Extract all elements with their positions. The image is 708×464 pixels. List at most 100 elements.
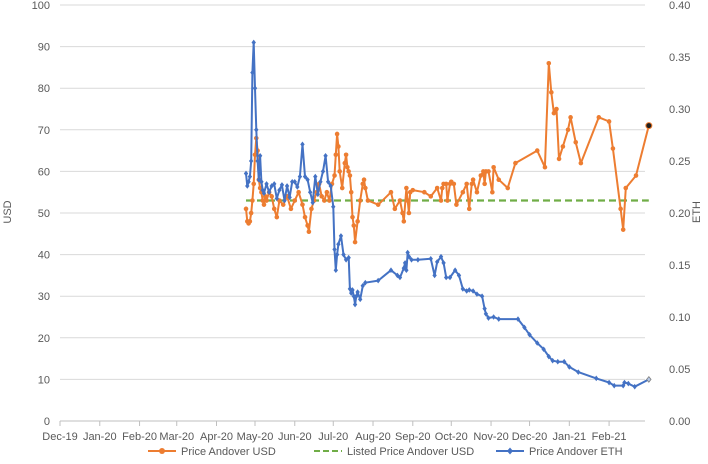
data-point	[397, 198, 403, 203]
y-tick-label: 20	[38, 333, 50, 345]
y-tick-label: 80	[38, 83, 50, 95]
data-point	[623, 185, 629, 191]
y2-tick-label: 0.10	[669, 312, 690, 324]
data-point	[309, 206, 314, 212]
data-point	[632, 383, 637, 390]
legend-label: Price Andover USD	[181, 446, 276, 458]
left-axis-title: USD	[2, 200, 14, 223]
data-point	[626, 380, 631, 387]
data-point	[334, 251, 340, 258]
legend-marker	[159, 448, 165, 454]
data-point	[505, 185, 511, 191]
data-point	[402, 260, 408, 266]
x-tick-label: Jul-20	[318, 431, 348, 443]
data-point	[428, 255, 433, 262]
y2-tick-label: 0.25	[669, 156, 690, 168]
data-point	[464, 181, 469, 187]
data-point	[246, 179, 251, 185]
data-point	[401, 219, 407, 224]
data-point	[290, 179, 295, 185]
data-point	[478, 173, 484, 178]
legend-item: Price Andover USD	[148, 446, 276, 458]
data-point	[397, 274, 403, 281]
data-point	[479, 293, 485, 299]
data-point	[292, 198, 298, 203]
data-point	[331, 203, 336, 210]
data-point	[296, 189, 301, 195]
data-point	[351, 293, 356, 299]
data-point	[346, 254, 351, 261]
data-point	[456, 272, 462, 279]
data-point	[576, 369, 581, 375]
data-point	[327, 198, 332, 203]
data-point	[248, 210, 254, 216]
data-point	[345, 164, 350, 170]
x-tick-label: Jun-20	[278, 431, 312, 443]
data-point	[323, 153, 328, 159]
data-point	[496, 316, 501, 322]
data-point	[551, 110, 557, 116]
data-point	[350, 287, 355, 293]
data-point	[438, 253, 444, 260]
data-point	[306, 229, 312, 235]
y2-tick-label: 0.00	[669, 416, 690, 428]
data-point	[247, 219, 253, 224]
data-point	[388, 267, 394, 273]
data-point	[297, 173, 303, 180]
data-point	[254, 127, 259, 133]
series-line	[245, 62, 650, 244]
x-tick-label: Aug-20	[355, 431, 390, 443]
data-point	[646, 375, 652, 383]
data-point	[255, 158, 260, 164]
data-point	[466, 206, 472, 212]
data-point	[434, 185, 440, 191]
data-point	[251, 39, 256, 46]
y2-tick-label: 0.35	[669, 52, 690, 64]
data-point	[365, 198, 371, 203]
data-point	[243, 206, 249, 212]
data-point	[541, 346, 546, 353]
y2-tick-label: 0.20	[669, 208, 690, 220]
data-point	[434, 259, 440, 265]
series-layer	[243, 39, 653, 390]
data-point	[336, 241, 341, 247]
data-point	[324, 189, 330, 195]
data-point	[360, 181, 366, 187]
y-tick-label: 40	[38, 250, 50, 262]
data-point	[338, 233, 344, 239]
data-point	[415, 257, 421, 263]
data-point	[334, 131, 340, 137]
y-tick-label: 70	[38, 125, 50, 137]
data-point	[352, 239, 358, 245]
x-tick-label: Sep-20	[395, 431, 430, 443]
data-point	[406, 253, 412, 260]
data-point	[392, 206, 398, 212]
data-point	[470, 288, 476, 294]
data-point	[341, 251, 346, 258]
data-point	[409, 257, 414, 263]
data-point	[315, 191, 321, 198]
data-point	[560, 144, 566, 149]
data-point	[565, 127, 571, 133]
data-point	[567, 364, 572, 370]
data-point	[578, 160, 584, 166]
data-point	[496, 177, 502, 183]
data-point	[295, 184, 300, 190]
data-point	[354, 293, 359, 299]
data-point	[259, 179, 264, 185]
data-point	[280, 202, 286, 207]
data-point	[573, 139, 579, 145]
data-point	[332, 173, 337, 178]
y2-tick-label: 0.30	[669, 104, 690, 116]
y2-tick-label: 0.15	[669, 260, 690, 272]
data-point	[645, 122, 653, 130]
data-point	[375, 277, 381, 284]
data-point	[561, 358, 567, 365]
data-point	[287, 194, 292, 201]
data-point	[257, 153, 263, 159]
data-point	[336, 144, 341, 149]
data-point	[568, 115, 573, 120]
data-point	[252, 152, 258, 158]
x-tick-label: Nov-20	[473, 431, 508, 443]
